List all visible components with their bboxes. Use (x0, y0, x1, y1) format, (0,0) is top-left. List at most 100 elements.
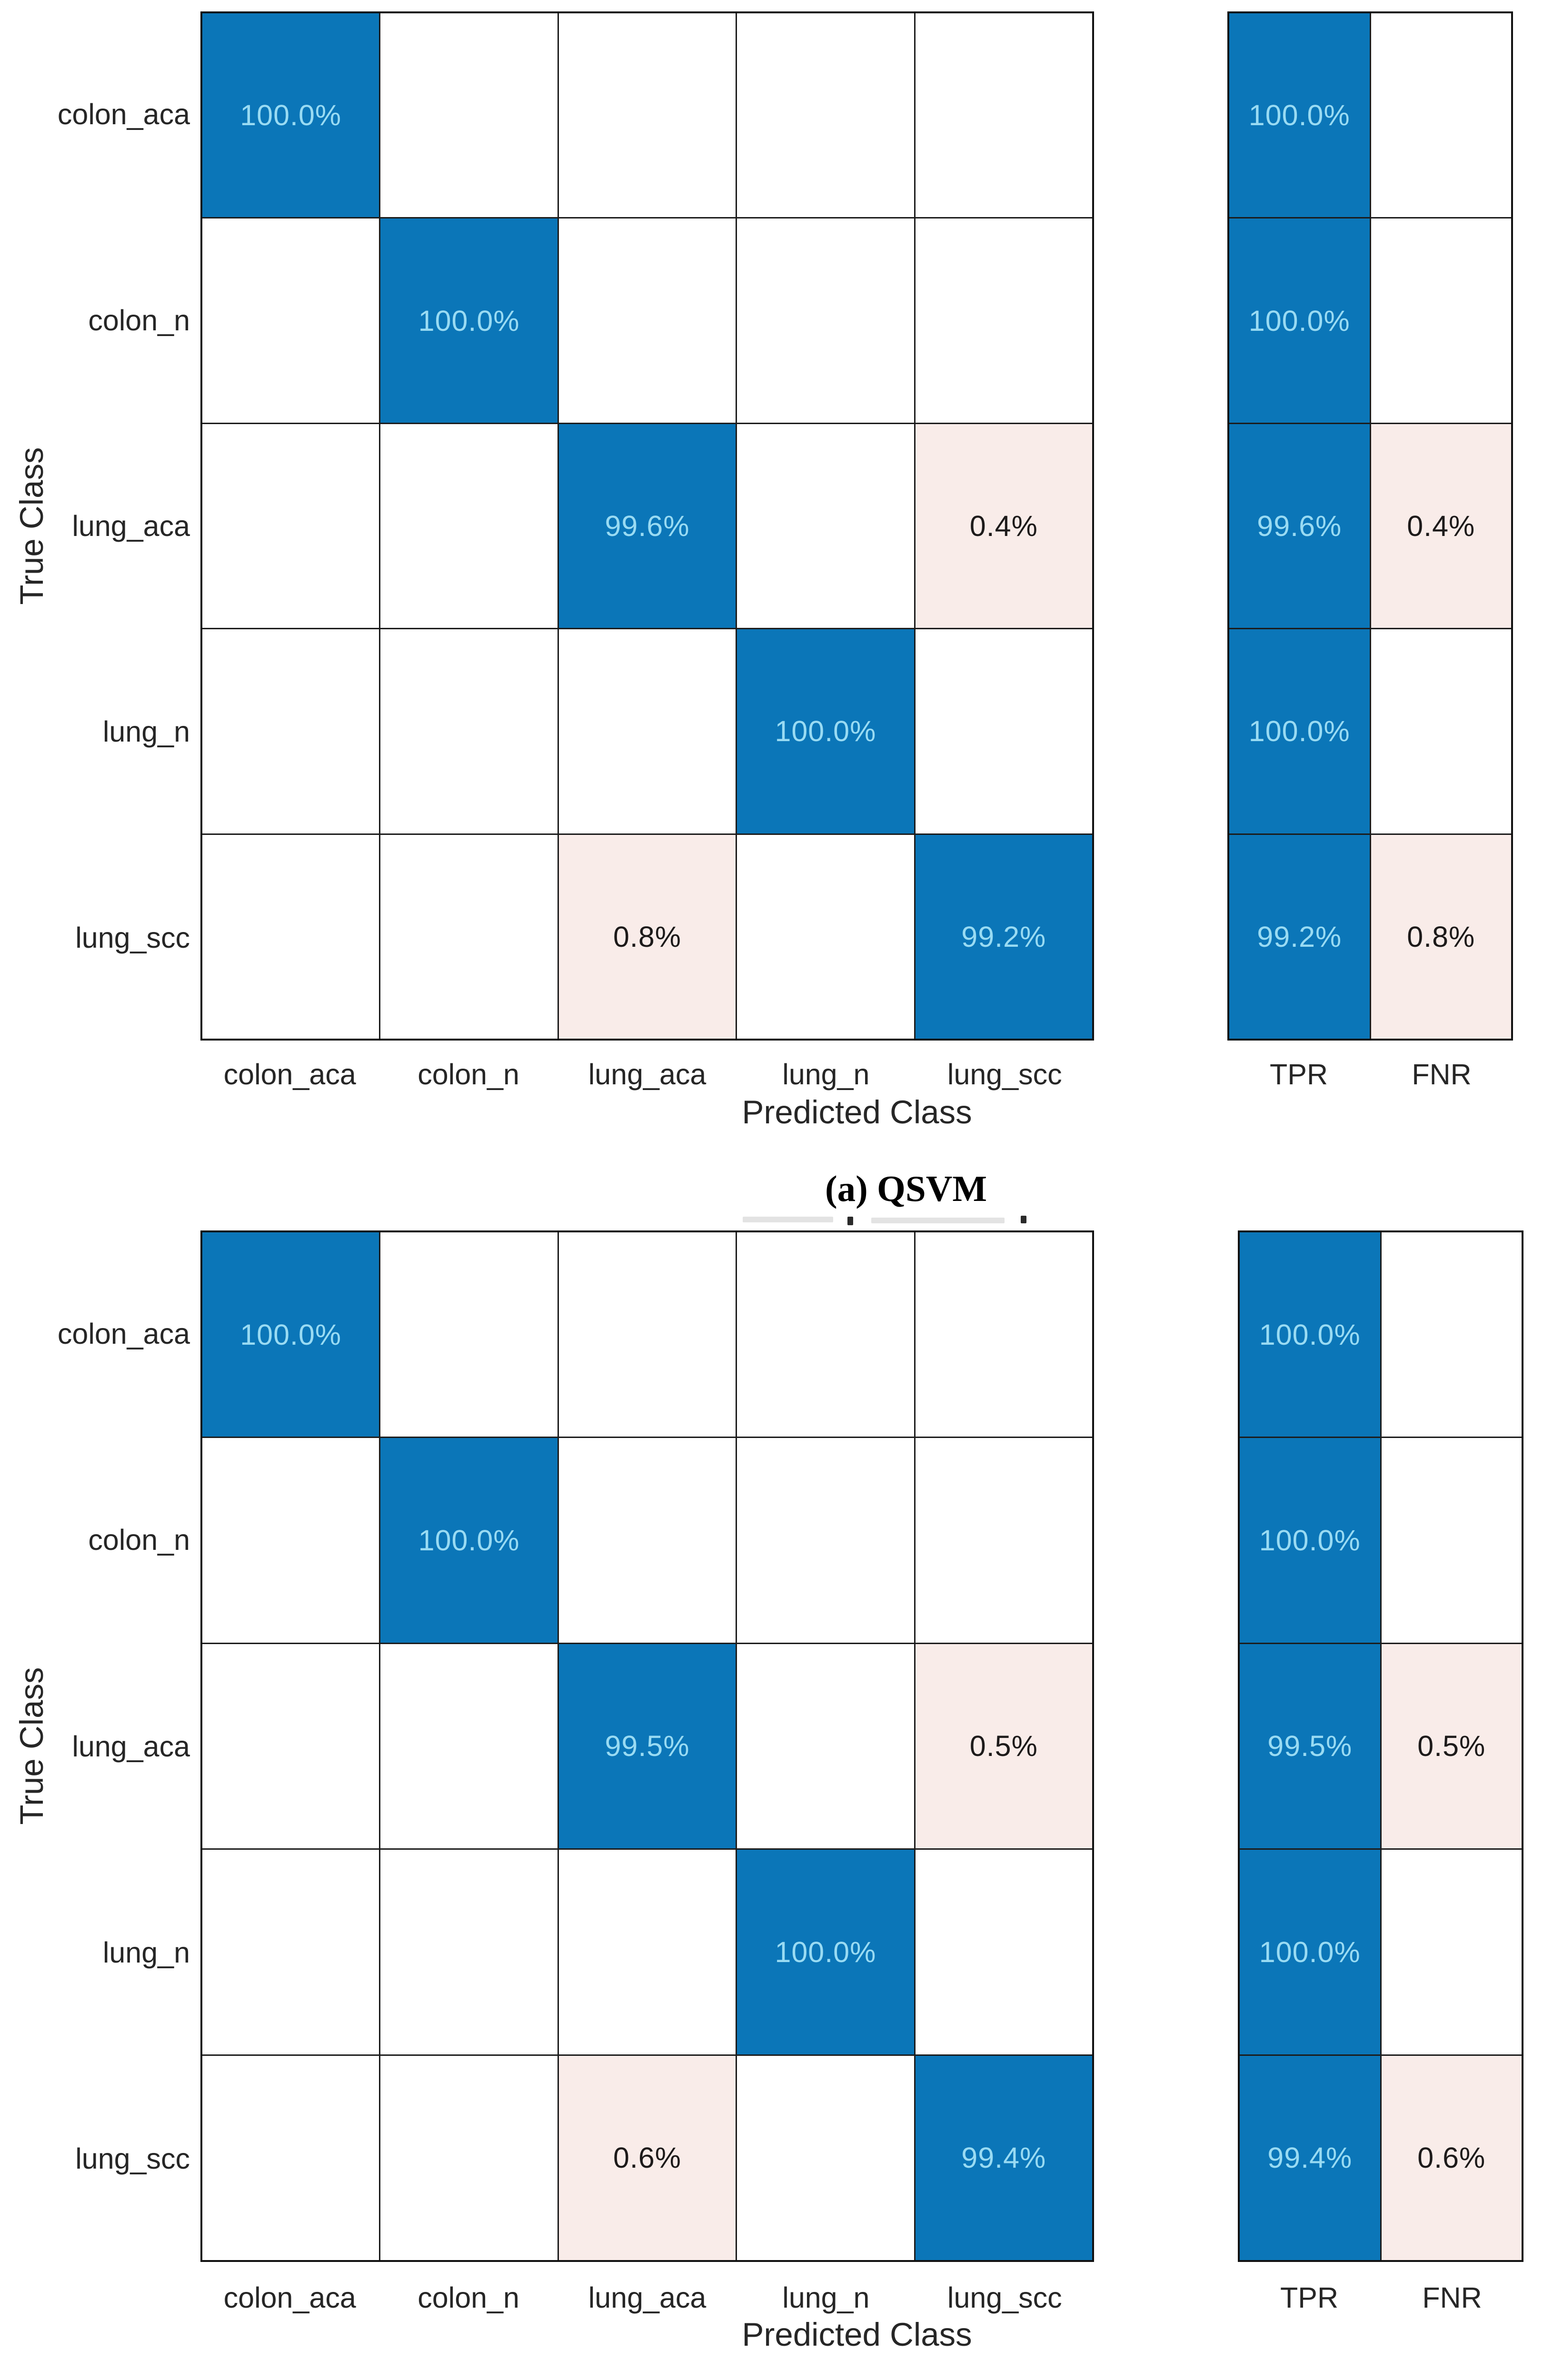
fnr-cell: 0.5% (1381, 1644, 1522, 1849)
subfigure-caption: (a) QSVM (825, 1168, 987, 1209)
summary-column-label: TPR (1270, 1058, 1328, 1091)
row-label: colon_aca (57, 1317, 190, 1350)
matrix-cell (558, 218, 736, 423)
matrix-cell (737, 1438, 914, 1643)
crop-artifact-smudge (871, 1218, 1005, 1223)
matrix-cell: 100.0% (380, 1438, 557, 1643)
matrix-cell (558, 629, 736, 833)
matrix-cell (202, 629, 379, 833)
column-label: lung_aca (588, 1058, 707, 1091)
matrix-cell (737, 1644, 914, 1849)
confusion-matrix-grid: 100.0% 100.0% 99.6% 0.4% 100.0% 0.8% 99.2% (200, 11, 1094, 1041)
tpr-cell: 100.0% (1240, 1232, 1380, 1437)
summary-column-label: FNR (1412, 1058, 1472, 1091)
fnr-cell: 0.8% (1371, 834, 1511, 1039)
matrix-cell (380, 1850, 557, 2054)
summary-column-label: TPR (1280, 2281, 1338, 2314)
matrix-cell (915, 1232, 1092, 1437)
column-label: lung_scc (947, 2281, 1062, 2314)
matrix-cell: 100.0% (380, 218, 557, 423)
tpr-cell: 100.0% (1229, 629, 1370, 833)
column-label: lung_aca (588, 2281, 707, 2314)
x-axis-label: Predicted Class (742, 1094, 972, 1130)
matrix-cell (380, 2055, 557, 2260)
matrix-cell (202, 2055, 379, 2260)
fnr-cell: 0.6% (1381, 2055, 1522, 2260)
row-label: lung_n (102, 1936, 190, 1969)
fnr-cell (1381, 1232, 1522, 1437)
confusion-matrix-grid: 100.0% 100.0% 99.5% 0.5% 100.0% 0.6% 99.4% (200, 1230, 1094, 2262)
matrix-cell (915, 1438, 1092, 1643)
matrix-cell: 0.4% (915, 424, 1092, 628)
row-label: lung_n (102, 715, 190, 748)
matrix-cell: 0.5% (915, 1644, 1092, 1849)
column-label: colon_n (418, 2281, 519, 2314)
subfigure-caption: (b) CSVM (667, 2376, 1143, 2380)
tpr-cell: 100.0% (1240, 1438, 1380, 1643)
fnr-cell (1371, 13, 1511, 218)
fnr-cell: 0.4% (1371, 424, 1511, 628)
matrix-cell (915, 218, 1092, 423)
matrix-cell: 99.5% (558, 1644, 736, 1849)
matrix-cell: 0.8% (558, 834, 736, 1039)
column-label: lung_n (782, 1058, 870, 1091)
y-axis-label: True Class (13, 1667, 50, 1825)
matrix-cell (202, 218, 379, 423)
fnr-cell (1371, 629, 1511, 833)
matrix-cell (737, 218, 914, 423)
matrix-cell (380, 13, 557, 218)
matrix-cell (558, 1850, 736, 2054)
matrix-cell (202, 1850, 379, 2054)
crop-artifact-mark (847, 1217, 853, 1225)
matrix-cell: 0.6% (558, 2055, 736, 2260)
matrix-cell (202, 1644, 379, 1849)
matrix-cell (202, 424, 379, 628)
matrix-cell (558, 13, 736, 218)
matrix-cell (202, 834, 379, 1039)
matrix-cell (737, 834, 914, 1039)
crop-artifact-smudge (743, 1217, 833, 1222)
tpr-cell: 99.5% (1240, 1644, 1380, 1849)
matrix-cell (202, 1438, 379, 1643)
matrix-cell (737, 13, 914, 218)
row-label: lung_scc (75, 2142, 190, 2175)
column-label: lung_scc (947, 1058, 1062, 1091)
row-label: lung_aca (72, 510, 190, 542)
crop-artifact-mark (1021, 1216, 1026, 1223)
matrix-cell: 100.0% (202, 1232, 379, 1437)
matrix-cell (915, 629, 1092, 833)
row-label: lung_aca (72, 1730, 190, 1763)
row-label: lung_scc (75, 921, 190, 954)
matrix-cell (380, 834, 557, 1039)
tpr-cell: 99.6% (1229, 424, 1370, 628)
tpr-cell: 99.4% (1240, 2055, 1380, 2260)
tpr-cell: 99.2% (1229, 834, 1370, 1039)
column-label: colon_aca (223, 2281, 356, 2314)
fnr-cell (1381, 1850, 1522, 2054)
column-label: lung_n (782, 2281, 870, 2314)
fnr-cell (1381, 1438, 1522, 1643)
summary-column-label: FNR (1422, 2281, 1482, 2314)
row-label: colon_n (88, 304, 190, 337)
tpr-cell: 100.0% (1240, 1850, 1380, 2054)
matrix-cell (915, 1850, 1092, 2054)
matrix-cell (737, 424, 914, 628)
tpr-fnr-grid: 100.0% 100.0% 99.5% 0.5% 100.0% 99.4% 0.6% (1238, 1230, 1523, 2262)
matrix-cell (558, 1232, 736, 1437)
matrix-cell: 100.0% (737, 1850, 914, 2054)
matrix-cell (380, 1232, 557, 1437)
row-label: colon_n (88, 1524, 190, 1557)
matrix-cell (737, 1232, 914, 1437)
column-label: colon_n (418, 1058, 519, 1091)
matrix-cell (380, 1644, 557, 1849)
matrix-cell: 99.2% (915, 834, 1092, 1039)
matrix-cell: 100.0% (202, 13, 379, 218)
matrix-cell (915, 13, 1092, 218)
fnr-cell (1371, 218, 1511, 423)
matrix-cell (380, 629, 557, 833)
y-axis-label: True Class (13, 447, 50, 605)
x-axis-label: Predicted Class (742, 2316, 972, 2353)
matrix-cell (380, 424, 557, 628)
matrix-cell (558, 1438, 736, 1643)
matrix-cell (737, 2055, 914, 2260)
